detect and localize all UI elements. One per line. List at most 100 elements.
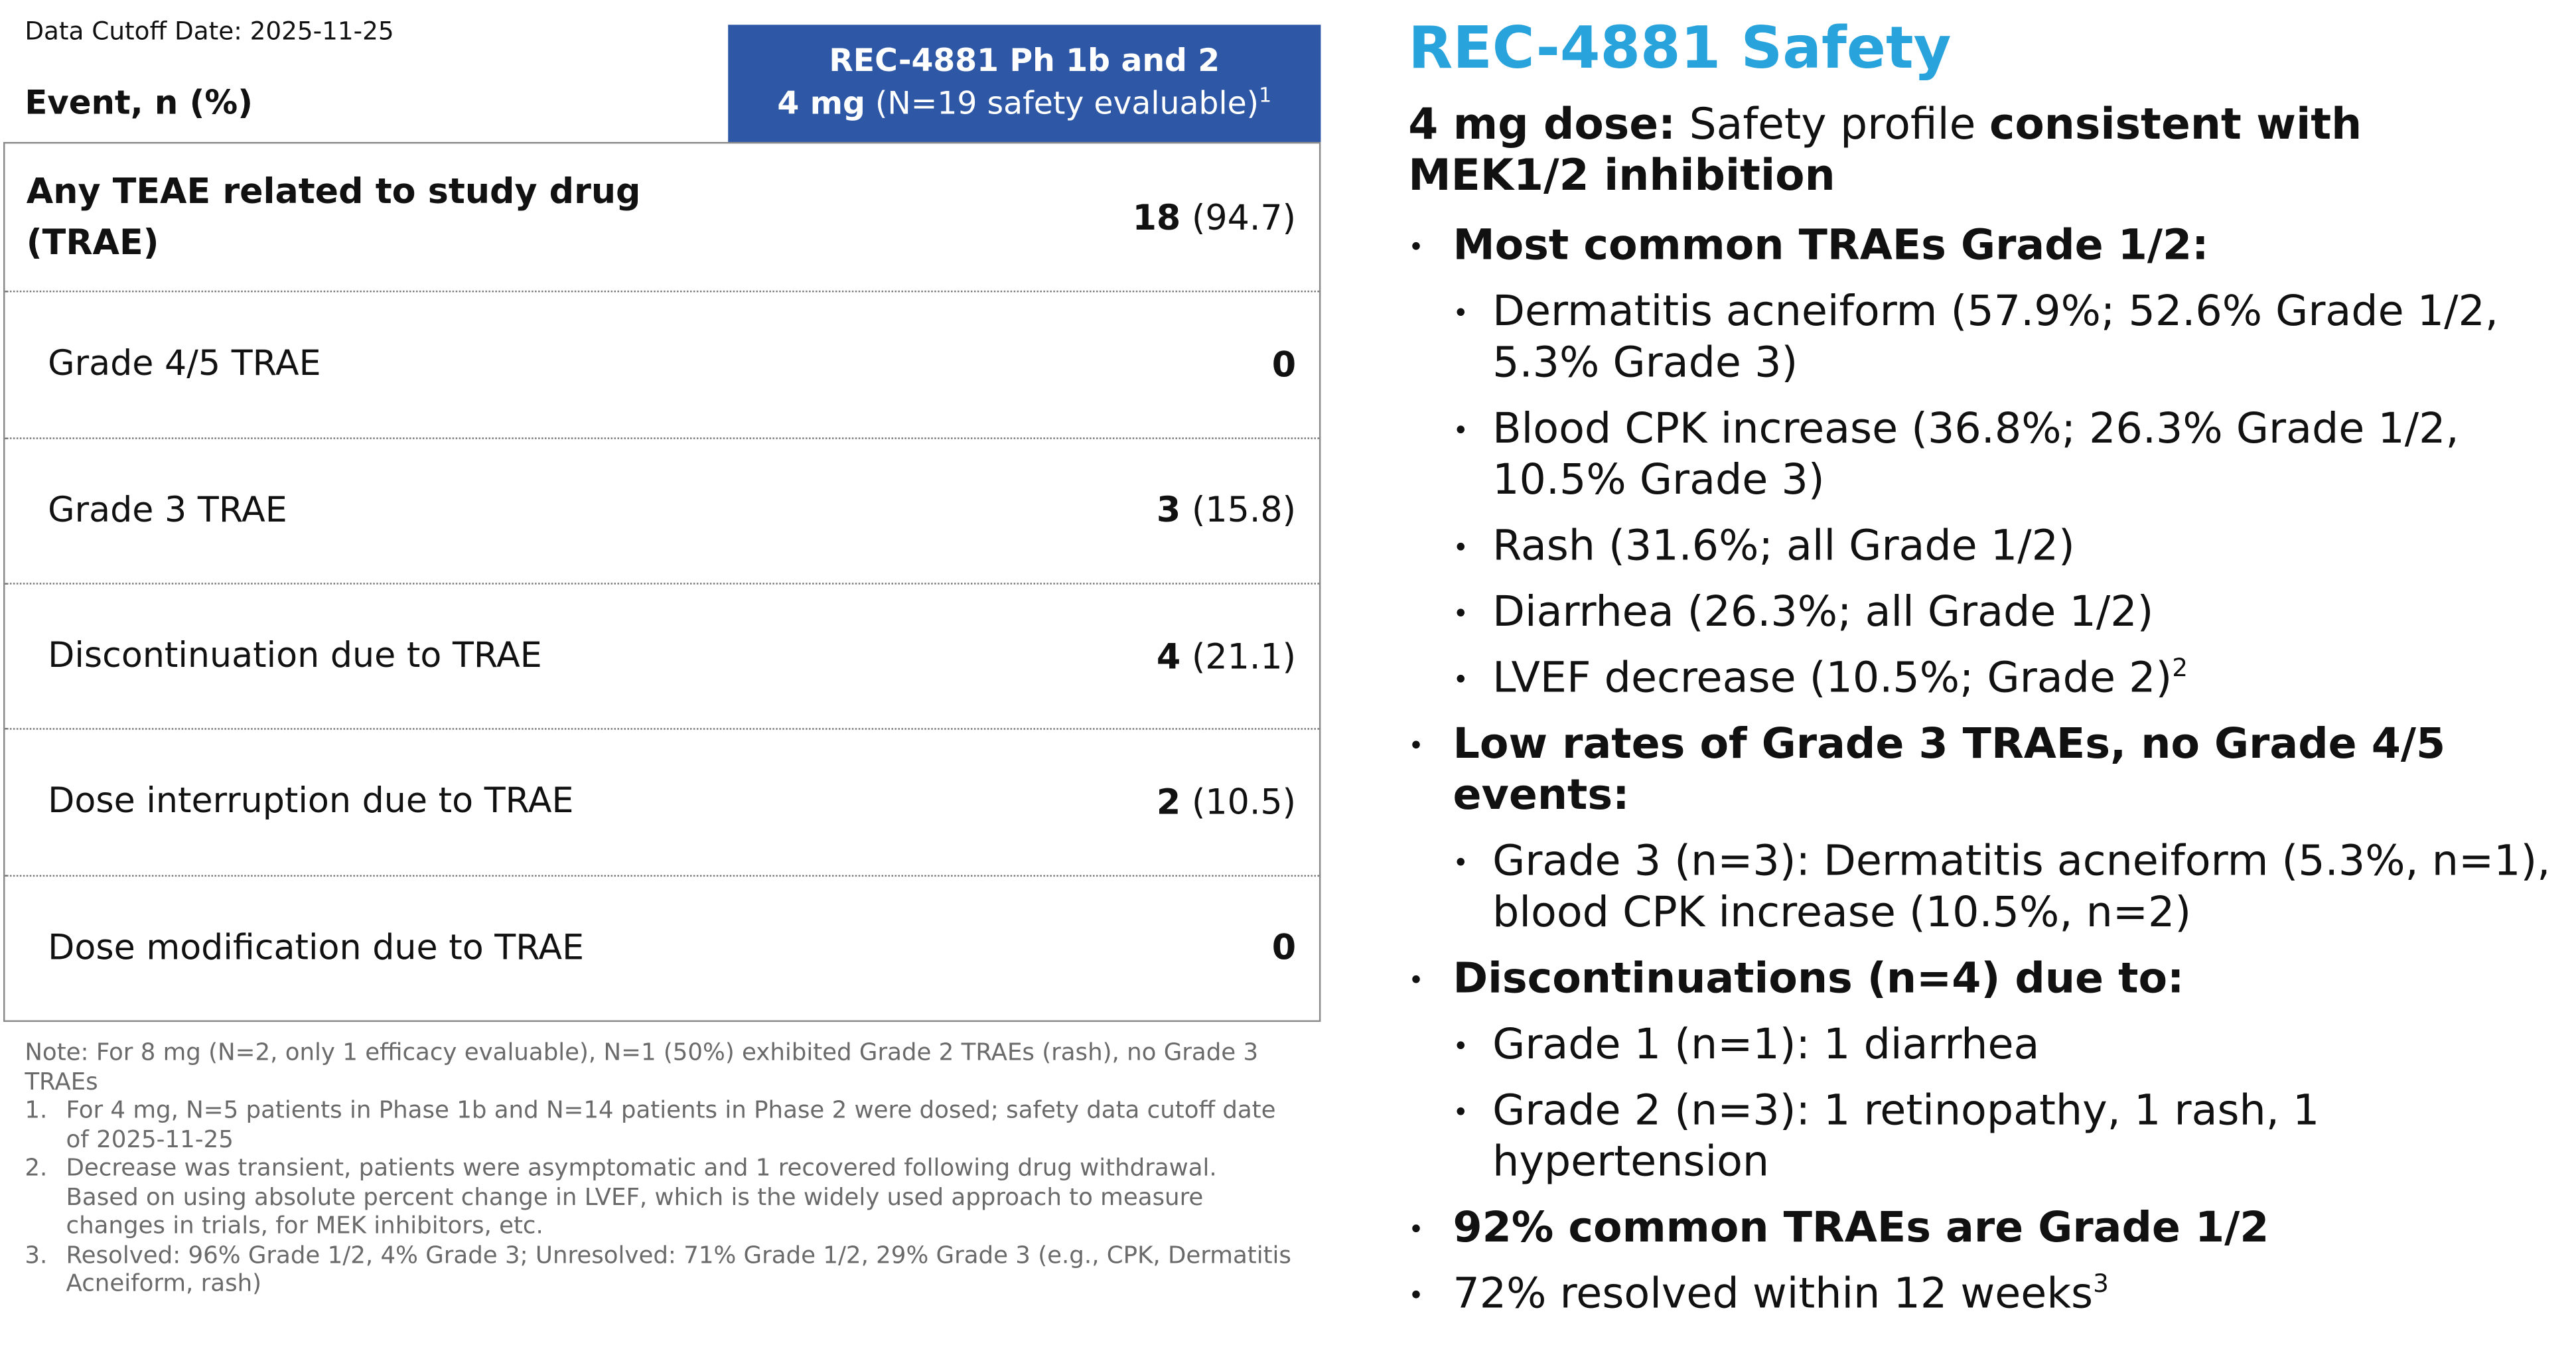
count: 2 (1156, 782, 1181, 822)
intro-text: Safety profile (1689, 100, 1976, 151)
bullet-text: Blood CPK increase (36.8%; 26.3% Grade 1… (1492, 405, 2564, 507)
footnote-number: 3. (25, 1242, 48, 1269)
footnote-number: 1. (25, 1098, 48, 1125)
text: Grade 3 (n=3): Dermatitis acneiform (5.3… (1492, 837, 2551, 938)
count: 3 (1156, 490, 1181, 531)
count: 0 (1271, 344, 1297, 385)
row-value: 3 (15.8) (1157, 490, 1296, 530)
text: Rash (31.6%; all Grade 1/2) (1492, 522, 2075, 571)
row-label: Discontinuation due to TRAE (48, 636, 542, 675)
count: 18 (1132, 197, 1181, 238)
row-value: 0 (1272, 345, 1296, 385)
table: Any TEAE related to study drug (TRAE) 18 … (3, 141, 1321, 1023)
notes: Note: For 8 mg (N=2, only 1 efficacy eva… (25, 1040, 1296, 1300)
bullet: • Most common TRAEs Grade 1/2: (1408, 221, 2564, 272)
bullet: • Grade 2 (n=3): 1 retinopathy, 1 rash, 1… (1453, 1086, 2563, 1188)
title: REC-4881 Safety (1408, 16, 1952, 83)
note: Note: For 8 mg (N=2, only 1 efficacy eva… (25, 1040, 1259, 1096)
bullet-dot: • (1408, 1279, 1424, 1311)
footnote: 3. Resolved: 96% Grade 1/2, 4% Grade 3; U… (25, 1242, 1296, 1300)
bullet: • Discontinuations (n=4) due to: (1408, 954, 2564, 1005)
data-cutoff: Data Cutoff Date: 2025-11-25 (25, 16, 394, 46)
table-row: Any TEAE related to study drug (TRAE) 18 … (5, 143, 1319, 291)
table-row: Grade 4/5 TRAE 0 (5, 291, 1319, 437)
bullet-dot: • (1408, 1213, 1424, 1245)
bullet-dot: • (1408, 231, 1424, 263)
population: (N=19 safety evaluable) (875, 86, 1259, 123)
column-header-line: 4 mg (N=19 safety evaluable)1 (728, 82, 1321, 125)
bullet-text: Grade 1 (n=1): 1 diarrhea (1492, 1021, 2039, 1072)
footnote-text: Resolved: 96% Grade 1/2, 4% Grade 3; Unr… (66, 1242, 1291, 1298)
intro-bold: 4 mg dose: (1408, 100, 1676, 151)
bullet-text: Low rates of Grade 3 TRAEs, no Grade 4/5… (1453, 720, 2563, 822)
percent: (94.7) (1191, 197, 1297, 238)
bullet-text: 92% common TRAEs are Grade 1/2 (1453, 1204, 2269, 1255)
row-value: 2 (10.5) (1157, 782, 1296, 822)
bullet-dot: • (1453, 414, 1468, 446)
bullet-text: Most common TRAEs Grade 1/2: (1453, 221, 2208, 272)
bullet-dot: • (1408, 963, 1424, 996)
bullet: • LVEF decrease (10.5%; Grade 2)2 (1453, 654, 2563, 705)
bullet-text: Diarrhea (26.3%; all Grade 1/2) (1492, 588, 2153, 639)
footnote: 2. Decrease was transient, patients were … (25, 1156, 1296, 1243)
text: Grade 2 (n=3): 1 retinopathy, 1 rash, 1 … (1492, 1086, 2320, 1187)
text: Low rates of Grade 3 TRAEs, no Grade 4/5… (1453, 719, 2446, 821)
bullet-text: Grade 3 (n=3): Dermatitis acneiform (5.3… (1492, 837, 2564, 939)
percent: (21.1) (1191, 636, 1297, 676)
bullet-text: Grade 2 (n=3): 1 retinopathy, 1 rash, 1 … (1492, 1086, 2564, 1188)
percent: (15.8) (1191, 490, 1297, 531)
bullet-dot: • (1453, 847, 1468, 879)
bullet-text: LVEF decrease (10.5%; Grade 2)2 (1492, 654, 2188, 705)
bullet-text: 72% resolved within 12 weeks3 (1453, 1269, 2108, 1320)
bullet: • Low rates of Grade 3 TRAEs, no Grade 4/… (1408, 720, 2564, 822)
text: Most common TRAEs Grade 1/2: (1453, 221, 2209, 271)
text: Diarrhea (26.3%; all Grade 1/2) (1492, 587, 2154, 638)
bullet: • Grade 3 (n=3): Dermatitis acneiform (5.… (1453, 837, 2563, 939)
row-value: 18 (94.7) (1133, 197, 1297, 237)
row-label: Dose interruption due to TRAE (48, 781, 574, 821)
row-value: 4 (21.1) (1157, 636, 1296, 676)
intro: 4 mg dose: Safety profile consistent wit… (1408, 101, 2399, 203)
bullet-dot: • (1453, 1030, 1468, 1062)
bullet-dot: • (1408, 729, 1424, 761)
table-row: Dose interruption due to TRAE 2 (10.5) (5, 728, 1319, 875)
column-header: REC-4881 Ph 1b and 2 4 mg (N=19 safety e… (728, 25, 1321, 142)
table-row: Grade 3 TRAE 3 (15.8) (5, 437, 1319, 583)
footnote: 1. For 4 mg, N=5 patients in Phase 1b and… (25, 1098, 1296, 1156)
bullet-dot: • (1453, 532, 1468, 563)
bullet: • Blood CPK increase (36.8%; 26.3% Grade … (1453, 405, 2563, 507)
table-row: Dose modification due to TRAE 0 (5, 874, 1319, 1021)
superscript: 1 (1259, 84, 1272, 107)
bullet-text: Dermatitis acneiform (57.9%; 52.6% Grade… (1492, 287, 2564, 390)
footnote-text: Decrease was transient, patients were as… (66, 1155, 1217, 1240)
superscript: 3 (2093, 1269, 2109, 1299)
footnote-text: For 4 mg, N=5 patients in Phase 1b and N… (66, 1098, 1276, 1153)
bullet-list: • Most common TRAEs Grade 1/2: • Dermatitis… (1408, 221, 2564, 1335)
text: Grade 1 (n=1): 1 diarrhea (1492, 1020, 2040, 1070)
footnote-number: 2. (25, 1155, 48, 1182)
text: Dermatitis acneiform (57.9%; 52.6% Grade… (1492, 287, 2499, 388)
row-label: Grade 4/5 TRAE (48, 344, 321, 384)
table-row: Discontinuation due to TRAE 4 (21.1) (5, 582, 1319, 729)
text: 72% resolved within 12 weeks (1453, 1269, 2094, 1319)
bullet-text: Discontinuations (n=4) due to: (1453, 954, 2184, 1005)
bullet-dot: • (1453, 297, 1468, 329)
superscript: 2 (2172, 653, 2188, 683)
percent: (10.5) (1191, 782, 1297, 822)
bullet: • 72% resolved within 12 weeks3 (1408, 1269, 2564, 1320)
row-label: Grade 3 TRAE (48, 490, 287, 530)
text: LVEF decrease (10.5%; Grade 2) (1492, 654, 2173, 703)
text: 92% common TRAEs are Grade 1/2 (1453, 1203, 2269, 1253)
bullet: • Diarrhea (26.3%; all Grade 1/2) (1453, 588, 2563, 639)
text: Blood CPK increase (36.8%; 26.3% Grade 1… (1492, 404, 2459, 506)
bullet-text: Rash (31.6%; all Grade 1/2) (1492, 522, 2075, 573)
bullet-dot: • (1453, 664, 1468, 695)
bullet: • Rash (31.6%; all Grade 1/2) (1453, 522, 2563, 573)
dose: 4 mg (777, 86, 865, 123)
row-label: Dose modification due to TRAE (48, 927, 585, 967)
row-value: 0 (1272, 928, 1296, 968)
bullet: • Dermatitis acneiform (57.9%; 52.6% Grad… (1453, 287, 2563, 390)
text: Discontinuations (n=4) due to: (1453, 954, 2184, 1004)
bullet: • Grade 1 (n=1): 1 diarrhea (1453, 1021, 2563, 1072)
